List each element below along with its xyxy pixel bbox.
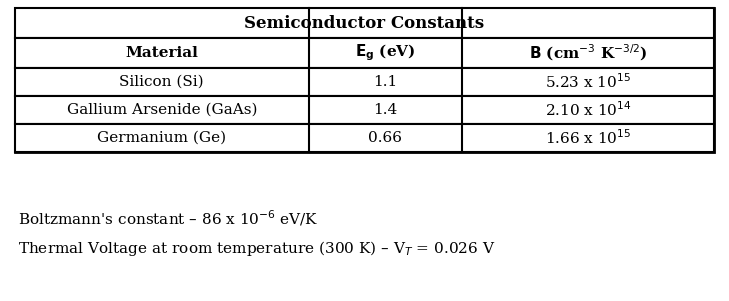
Text: Semiconductor Constants: Semiconductor Constants: [244, 14, 485, 32]
Bar: [15, 8, 714, 38]
Text: Silicon (Si): Silicon (Si): [120, 75, 204, 89]
Text: 1.66 x 10$^{15}$: 1.66 x 10$^{15}$: [545, 129, 631, 147]
Text: Germanium (Ge): Germanium (Ge): [97, 131, 226, 145]
Bar: [15, 96, 714, 124]
Text: 0.66: 0.66: [368, 131, 402, 145]
Bar: [15, 68, 714, 96]
Text: Boltzmann's constant – 86 x 10$^{-6}$ eV/K: Boltzmann's constant – 86 x 10$^{-6}$ eV…: [18, 208, 319, 228]
Text: Material: Material: [125, 46, 198, 60]
Text: 1.4: 1.4: [373, 103, 397, 117]
Text: $\mathbf{E_g}$ (eV): $\mathbf{E_g}$ (eV): [355, 43, 416, 63]
Text: 1.1: 1.1: [373, 75, 397, 89]
Bar: [15, 8, 714, 152]
Bar: [15, 124, 714, 152]
Text: 2.10 x 10$^{14}$: 2.10 x 10$^{14}$: [545, 101, 631, 119]
Text: 5.23 x 10$^{15}$: 5.23 x 10$^{15}$: [545, 73, 631, 91]
Text: Gallium Arsenide (GaAs): Gallium Arsenide (GaAs): [66, 103, 257, 117]
Text: Thermal Voltage at room temperature (300 K) – V$_T$ = 0.026 V: Thermal Voltage at room temperature (300…: [18, 238, 496, 257]
Bar: [15, 38, 714, 68]
Text: $\mathbf{B}$ (cm$^{-3}$ K$^{-3/2}$): $\mathbf{B}$ (cm$^{-3}$ K$^{-3/2}$): [529, 43, 647, 63]
